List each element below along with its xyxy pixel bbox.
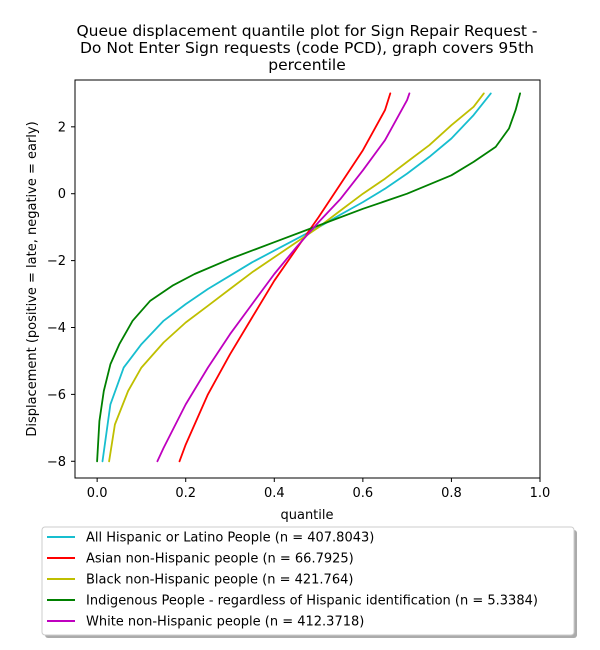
legend-label-3: Indigenous People - regardless of Hispan… bbox=[86, 594, 538, 609]
x-tick-label-2: 0.4 bbox=[264, 486, 285, 501]
legend-box bbox=[41, 526, 575, 636]
x-tick-label-3: 0.6 bbox=[353, 486, 374, 501]
x-tick-label-5: 1.0 bbox=[530, 486, 551, 501]
legend-label-4: White non-Hispanic people (n = 412.3718) bbox=[86, 615, 364, 630]
chart-title: Queue displacement quantile plot for Sig… bbox=[76, 22, 537, 74]
legend: All Hispanic or Latino People (n = 407.8… bbox=[41, 526, 577, 638]
x-tick-label-0: 0.0 bbox=[87, 486, 108, 501]
chart-title-line-3: percentile bbox=[268, 56, 346, 74]
x-axis-label: quantile bbox=[280, 508, 333, 523]
x-axis: 0.0 0.2 0.4 0.6 0.8 1.0 bbox=[87, 478, 551, 501]
series-line-2 bbox=[108, 92, 485, 463]
legend-label-1: Asian non-Hispanic people (n = 66.7925) bbox=[86, 552, 354, 567]
x-tick-label-4: 0.8 bbox=[441, 486, 462, 501]
legend-label-0: All Hispanic or Latino People (n = 407.8… bbox=[86, 531, 374, 546]
series-line-3 bbox=[96, 92, 521, 463]
series-line-0 bbox=[101, 92, 492, 463]
y-tick-label-1: 0 bbox=[58, 187, 66, 202]
series-layer bbox=[96, 92, 521, 463]
series-line-4 bbox=[156, 92, 411, 463]
y-axis: 2 0 −2 −4 −6 −8 bbox=[47, 120, 75, 470]
chart-title-line-2: Do Not Enter Sign requests (code PCD), g… bbox=[80, 39, 534, 57]
y-tick-label-3: −4 bbox=[47, 321, 66, 336]
y-tick-label-2: −2 bbox=[47, 254, 66, 269]
y-tick-label-4: −6 bbox=[47, 388, 66, 403]
y-axis-label: Displacement (positive = late, negative … bbox=[25, 121, 40, 436]
legend-items: All Hispanic or Latino People (n = 407.8… bbox=[47, 531, 538, 630]
chart-title-line-1: Queue displacement quantile plot for Sig… bbox=[76, 22, 537, 40]
x-tick-label-1: 0.2 bbox=[175, 486, 196, 501]
y-tick-label-0: 2 bbox=[58, 120, 66, 135]
plot-frame bbox=[74, 79, 541, 479]
y-tick-label-5: −8 bbox=[47, 455, 66, 470]
legend-label-2: Black non-Hispanic people (n = 421.764) bbox=[86, 573, 353, 588]
series-line-1 bbox=[178, 92, 392, 463]
